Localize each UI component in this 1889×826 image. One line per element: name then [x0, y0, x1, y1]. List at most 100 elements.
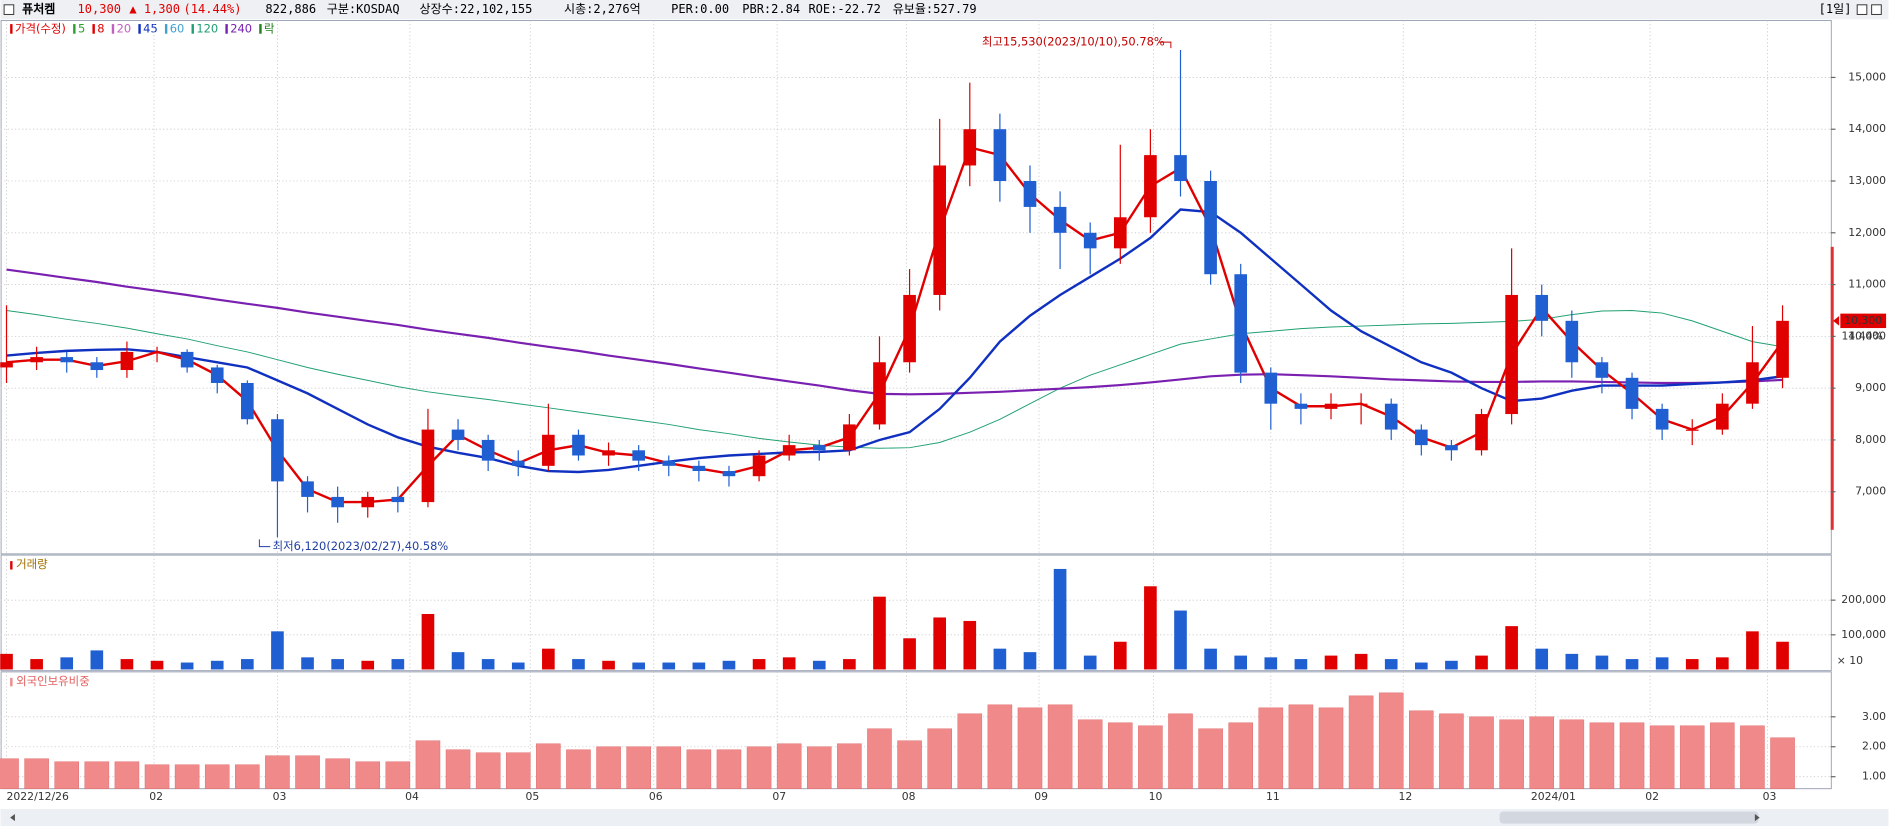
roe: ROE:-22.72	[808, 2, 880, 16]
candle-body	[1445, 445, 1458, 451]
candle-body	[391, 496, 405, 503]
legend: 가격(수정) 5 8 20 45 60 120 240 락	[10, 21, 275, 35]
foreign-bar	[1649, 725, 1675, 789]
volume-bar	[602, 660, 615, 670]
candle-body	[1384, 403, 1398, 430]
volume-bar	[120, 659, 134, 670]
scroll-right[interactable]	[1754, 813, 1760, 822]
moving-average	[6, 268, 1783, 396]
foreign-bar	[566, 749, 591, 789]
x-tick-label: 2022/12/26	[7, 790, 70, 803]
reserve: 유보율:527.79	[893, 2, 977, 16]
foreign-bar	[1198, 728, 1223, 789]
volume-bar	[963, 620, 977, 670]
scroll-thumb[interactable]	[1499, 811, 1759, 824]
candle-body	[1053, 206, 1067, 233]
foreign-bar	[1469, 716, 1494, 789]
volume: 822,886	[265, 2, 316, 16]
volume-bar	[421, 614, 435, 670]
volume-bar	[782, 657, 796, 670]
high-annotation: 최고15,530(2023/10/10),50.78%	[982, 35, 1165, 49]
candle-body	[1716, 403, 1729, 430]
volume-bar	[903, 638, 916, 670]
volume-bar	[1264, 657, 1278, 670]
foreign-bar	[84, 761, 110, 789]
foreign-bar	[325, 758, 350, 789]
volume-title: 거래량	[16, 557, 48, 571]
candle-body	[1083, 232, 1097, 249]
volume-bar	[1083, 655, 1097, 670]
candle-body	[120, 351, 134, 371]
x-tick-label: 2024/01	[1531, 790, 1576, 803]
x-tick-label: 07	[772, 790, 786, 803]
candle-body	[602, 450, 615, 456]
foreign-bar	[1770, 737, 1795, 789]
volume-bar	[1776, 641, 1789, 670]
volume-bar	[1384, 659, 1398, 670]
candle-body	[271, 419, 284, 482]
y-tick-label: 100,000	[1841, 628, 1886, 641]
volume-bar	[1234, 655, 1248, 670]
legend-label: 8	[97, 21, 104, 35]
foreign-bar	[656, 746, 682, 789]
candle-body	[722, 471, 736, 477]
header: 퓨처켐 10,300 ▲ 1,300 (14.44%) 822,886 구분:K…	[22, 1, 1851, 16]
candle-body	[1144, 155, 1157, 218]
candle-body	[301, 481, 314, 497]
foreign-bar	[1378, 692, 1404, 789]
candle-body	[1264, 372, 1278, 404]
change: ▲ 1,300	[129, 2, 180, 16]
volume-bar	[1716, 657, 1729, 670]
volume-bar	[873, 596, 886, 670]
foreign-bar	[626, 746, 651, 789]
candle-body	[1625, 377, 1639, 409]
volume-bar	[1595, 655, 1609, 670]
close-button[interactable]	[1871, 4, 1882, 15]
foreign-bar	[445, 749, 471, 789]
candle-body	[812, 445, 826, 451]
foreign-bar	[596, 746, 621, 789]
y-tick-label: 15,000	[1848, 70, 1886, 83]
foreign-bar	[144, 764, 170, 789]
foreign-bar	[385, 761, 411, 789]
volume-bar	[1294, 659, 1308, 670]
legend-label: 5	[78, 21, 85, 35]
volume-bar	[632, 662, 645, 670]
scroll-left[interactable]	[10, 813, 15, 822]
candle-body	[1414, 429, 1428, 446]
volume-bar	[451, 652, 465, 670]
volume-bar	[1324, 655, 1338, 670]
foreign-bar	[1589, 722, 1615, 789]
x-tick-label: 06	[649, 790, 663, 803]
market: 구분:KOSDAQ	[327, 2, 400, 16]
candle-body	[993, 129, 1007, 182]
pbr: PBR:2.84	[742, 2, 800, 16]
x-tick-label: 05	[525, 790, 539, 803]
candle-body	[782, 445, 796, 456]
volume-bar	[812, 660, 826, 670]
foreign-bar	[475, 752, 501, 789]
candle-body	[1655, 408, 1669, 430]
volume-bar	[241, 659, 254, 670]
foreign-bar	[295, 755, 320, 789]
legend-swatch	[73, 24, 76, 34]
foreign-bar	[686, 749, 712, 789]
x-tick-label: 09	[1034, 790, 1048, 803]
volume-bar	[1023, 652, 1037, 670]
scrollbar[interactable]	[0, 809, 1889, 826]
candle-body	[903, 294, 916, 363]
volume-bar	[271, 631, 284, 670]
candle-body	[421, 429, 435, 503]
period[interactable]: [1일]	[1819, 2, 1852, 16]
volume-bar	[210, 660, 224, 670]
y-tick-label: 2.00	[1862, 740, 1886, 753]
legend-label: 240	[230, 21, 252, 35]
maximize-button[interactable]	[1856, 4, 1868, 15]
legend-swatch	[10, 24, 13, 34]
volume-bar	[331, 659, 344, 670]
foreign-bar	[776, 743, 802, 789]
checkbox[interactable]	[3, 4, 15, 15]
x-tick-label: 02	[149, 790, 163, 803]
x-tick-label: 12	[1398, 790, 1412, 803]
candle-body	[843, 424, 856, 451]
